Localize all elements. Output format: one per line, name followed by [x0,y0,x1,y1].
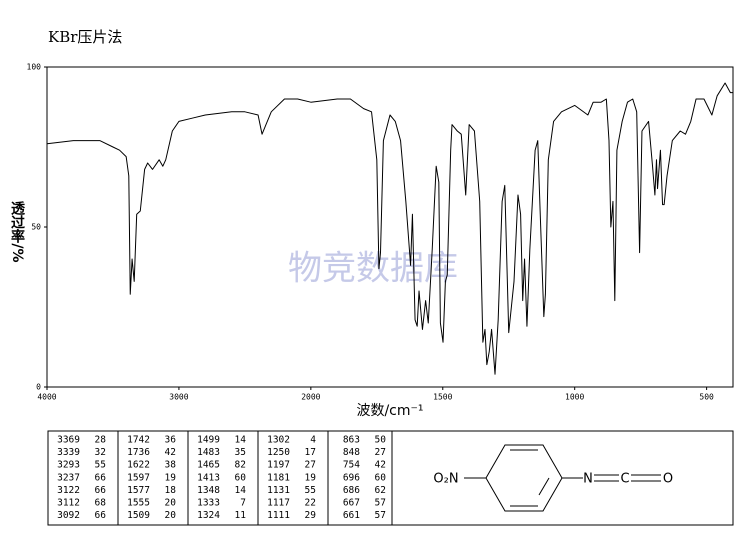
table-cell: 1509 [127,510,150,521]
table-cell: 50 [375,435,387,446]
table-cell: 28 [95,435,107,446]
table-cell: 35 [235,447,246,458]
table-cell: 754 [343,460,360,471]
table-cell: 29 [305,510,317,521]
x-tick-label: 1500 [433,393,452,402]
table-cell: 82 [235,460,246,471]
table-cell: 1483 [197,447,220,458]
table-cell: 22 [305,498,316,509]
table-cell: 863 [343,435,360,446]
watermark: 物竞数据库 [288,249,458,289]
table-cell: 62 [375,485,386,496]
table-cell: 686 [343,485,360,496]
table-cell: 696 [343,472,360,483]
table-cell: 4 [310,435,316,446]
table-cell: 3369 [57,435,80,446]
x-tick-label: 1000 [565,393,584,402]
table-cell: 18 [165,485,177,496]
structure-label: C [620,472,629,487]
table-cell: 1348 [197,485,220,496]
x-tick-label: 500 [699,393,714,402]
table-cell: 1736 [127,447,150,458]
table-cell: 60 [235,472,247,483]
table-cell: 1181 [267,472,290,483]
table-cell: 57 [375,510,386,521]
table-cell: 14 [235,435,247,446]
table-cell: 1555 [127,498,150,509]
y-tick-label: 50 [31,223,41,232]
y-tick-label: 0 [36,383,41,392]
x-tick-label: 2000 [301,393,320,402]
table-cell: 1597 [127,472,150,483]
table-cell: 1117 [267,498,290,509]
table-cell: 1413 [197,472,220,483]
spectrum-line [46,82,733,375]
table-cell: 1499 [197,435,220,446]
table-cell: 1131 [267,485,290,496]
table-cell: 20 [165,510,177,521]
table-cell: 19 [165,472,177,483]
table-cell: 32 [95,447,106,458]
table-cell: 55 [305,485,316,496]
structure-label: O₂N [433,472,458,487]
y-axis-label: 透过率/% [9,201,25,262]
table-cell: 66 [95,510,107,521]
table-cell: 38 [165,460,177,471]
table-cell: 3092 [57,510,80,521]
table-cell: 1465 [197,460,220,471]
table-cell: 68 [95,498,107,509]
table-cell: 1577 [127,485,150,496]
table-cell: 36 [165,435,177,446]
table-cell: 3339 [57,447,80,458]
table-cell: 3112 [57,498,80,509]
table-cell: 7 [240,498,246,509]
structure-label: O [663,472,673,487]
table-cell: 3237 [57,472,80,483]
table-cell: 667 [343,498,360,509]
y-tick-label: 100 [27,63,42,72]
table-frame [47,430,734,526]
table-cell: 17 [305,447,316,458]
table-cell: 27 [375,447,386,458]
table-cell: 1622 [127,460,150,471]
table-cell: 1324 [197,510,220,521]
table-cell: 1197 [267,460,290,471]
table-cell: 1250 [267,447,290,458]
table-cell: 1333 [197,498,220,509]
table-cell: 1111 [267,510,290,521]
table-cell: 3293 [57,460,80,471]
x-tick-label: 4000 [37,393,56,402]
x-tick-label: 3000 [169,393,188,402]
table-cell: 55 [95,460,106,471]
table-cell: 66 [95,485,107,496]
table-cell: 14 [235,485,247,496]
chart-title: KBr压片法 [48,28,122,46]
table-cell: 1742 [127,435,150,446]
x-axis-label: 波数/cm⁻¹ [356,403,423,419]
table-cell: 1302 [267,435,290,446]
table-cell: 27 [305,460,316,471]
table-cell: 11 [235,510,247,521]
table-cell: 661 [343,510,360,521]
table-cell: 42 [375,460,386,471]
table-cell: 3122 [57,485,80,496]
table-cell: 20 [165,498,177,509]
table-cell: 19 [305,472,317,483]
structure-label: N [583,472,593,487]
table-cell: 66 [95,472,107,483]
table-cell: 60 [375,472,387,483]
table-cell: 42 [165,447,176,458]
structure-drawing [464,444,661,512]
table-cell: 848 [343,447,360,458]
table-cell: 57 [375,498,386,509]
